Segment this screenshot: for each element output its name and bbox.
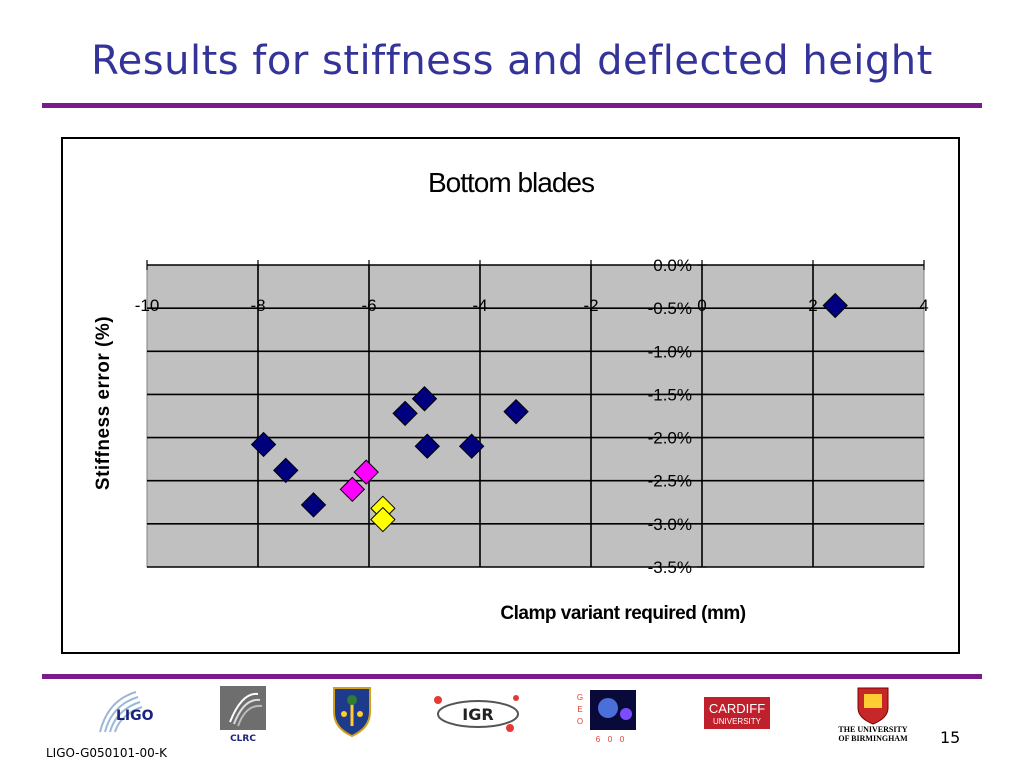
data-point-diamond — [250, 431, 277, 458]
x-tick-label: -2 — [583, 296, 598, 315]
geo-letter-g: G — [577, 693, 583, 702]
geo-digit-0a: 0 — [608, 735, 613, 744]
x-tick-label: 4 — [919, 296, 928, 315]
data-point-diamond — [370, 506, 396, 533]
y-tick-label: -2.0% — [648, 429, 692, 448]
x-tick-label: -6 — [361, 296, 376, 315]
data-point-diamond — [458, 433, 485, 459]
grid-lines — [147, 265, 924, 568]
birmingham-logo-line1: THE UNIVERSITY — [838, 725, 907, 734]
y-tick-label: -2.5% — [648, 472, 692, 491]
y-axis-label: Stiffness error (%) — [93, 316, 114, 490]
y-tick-label: -1.5% — [648, 385, 692, 404]
plot-area — [146, 264, 925, 568]
y-tick-label: -1.0% — [648, 342, 692, 361]
x-tick-label: -8 — [250, 296, 265, 315]
stiffness-scatter-chart: Bottom blades -10-8-6-4-2024 0.0%-0.5%-1… — [93, 167, 929, 624]
x-tick-label: 2 — [808, 296, 817, 315]
geo600-logo: G E O 6 0 0 — [577, 690, 636, 744]
page-number: 15 — [940, 728, 961, 747]
cardiff-logo-line2: UNIVERSITY — [713, 717, 762, 726]
geo-letter-o: O — [577, 717, 583, 726]
y-axis: 0.0% -0.5% -1.0% -1.5% -2.0% -2.5% -3.0% -3.5% — [648, 256, 707, 577]
data-point-diamond — [392, 400, 418, 427]
geo-digit-6: 6 — [596, 735, 601, 744]
igr-logo: IGR — [434, 695, 519, 732]
slide-title: Results for stiffness and deflected heig… — [91, 38, 933, 84]
data-point-diamond — [300, 492, 327, 518]
data-point-diamond — [273, 457, 299, 484]
ligo-logo: LIGO — [99, 691, 154, 733]
ligo-logo-text: LIGO — [116, 708, 154, 724]
data-point-diamond — [503, 398, 529, 425]
data-point-diamond — [353, 459, 379, 485]
footer-divider — [42, 674, 982, 679]
data-points — [250, 292, 848, 533]
x-tick-label: -4 — [472, 296, 487, 315]
clrc-logo: CLRC — [220, 686, 266, 742]
cardiff-university-logo: CARDIFF UNIVERSITY — [704, 697, 770, 729]
igr-logo-text: IGR — [462, 705, 493, 724]
x-tick-label: -10 — [135, 296, 160, 315]
data-point-diamond — [414, 433, 440, 459]
y-tick-label: 0.0% — [653, 256, 692, 275]
x-axis-label: Clamp variant required (mm) — [500, 603, 745, 624]
glasgow-crest-logo — [333, 687, 371, 738]
data-point-diamond — [339, 476, 366, 503]
chart-title: Bottom blades — [428, 167, 594, 198]
geo-digit-0b: 0 — [620, 735, 625, 744]
y-tick-label: -3.0% — [648, 515, 692, 534]
clrc-logo-text: CLRC — [230, 734, 256, 742]
cardiff-logo-line1: CARDIFF — [709, 701, 765, 716]
geo-letter-e: E — [577, 705, 582, 714]
birmingham-logo-line2: OF BIRMINGHAM — [838, 734, 908, 743]
y-tick-label: -3.5% — [648, 558, 692, 577]
birmingham-university-logo: THE UNIVERSITY OF BIRMINGHAM — [838, 687, 908, 743]
chart-frame: Bottom blades -10-8-6-4-2024 0.0%-0.5%-1… — [61, 137, 960, 654]
data-point-diamond — [822, 292, 848, 319]
x-axis: -10-8-6-4-2024 — [135, 260, 929, 315]
data-point-diamond — [411, 386, 438, 412]
title-divider — [42, 103, 982, 108]
y-tick-label: -0.5% — [648, 299, 692, 318]
document-code: LIGO-G050101-00-K — [46, 746, 167, 760]
